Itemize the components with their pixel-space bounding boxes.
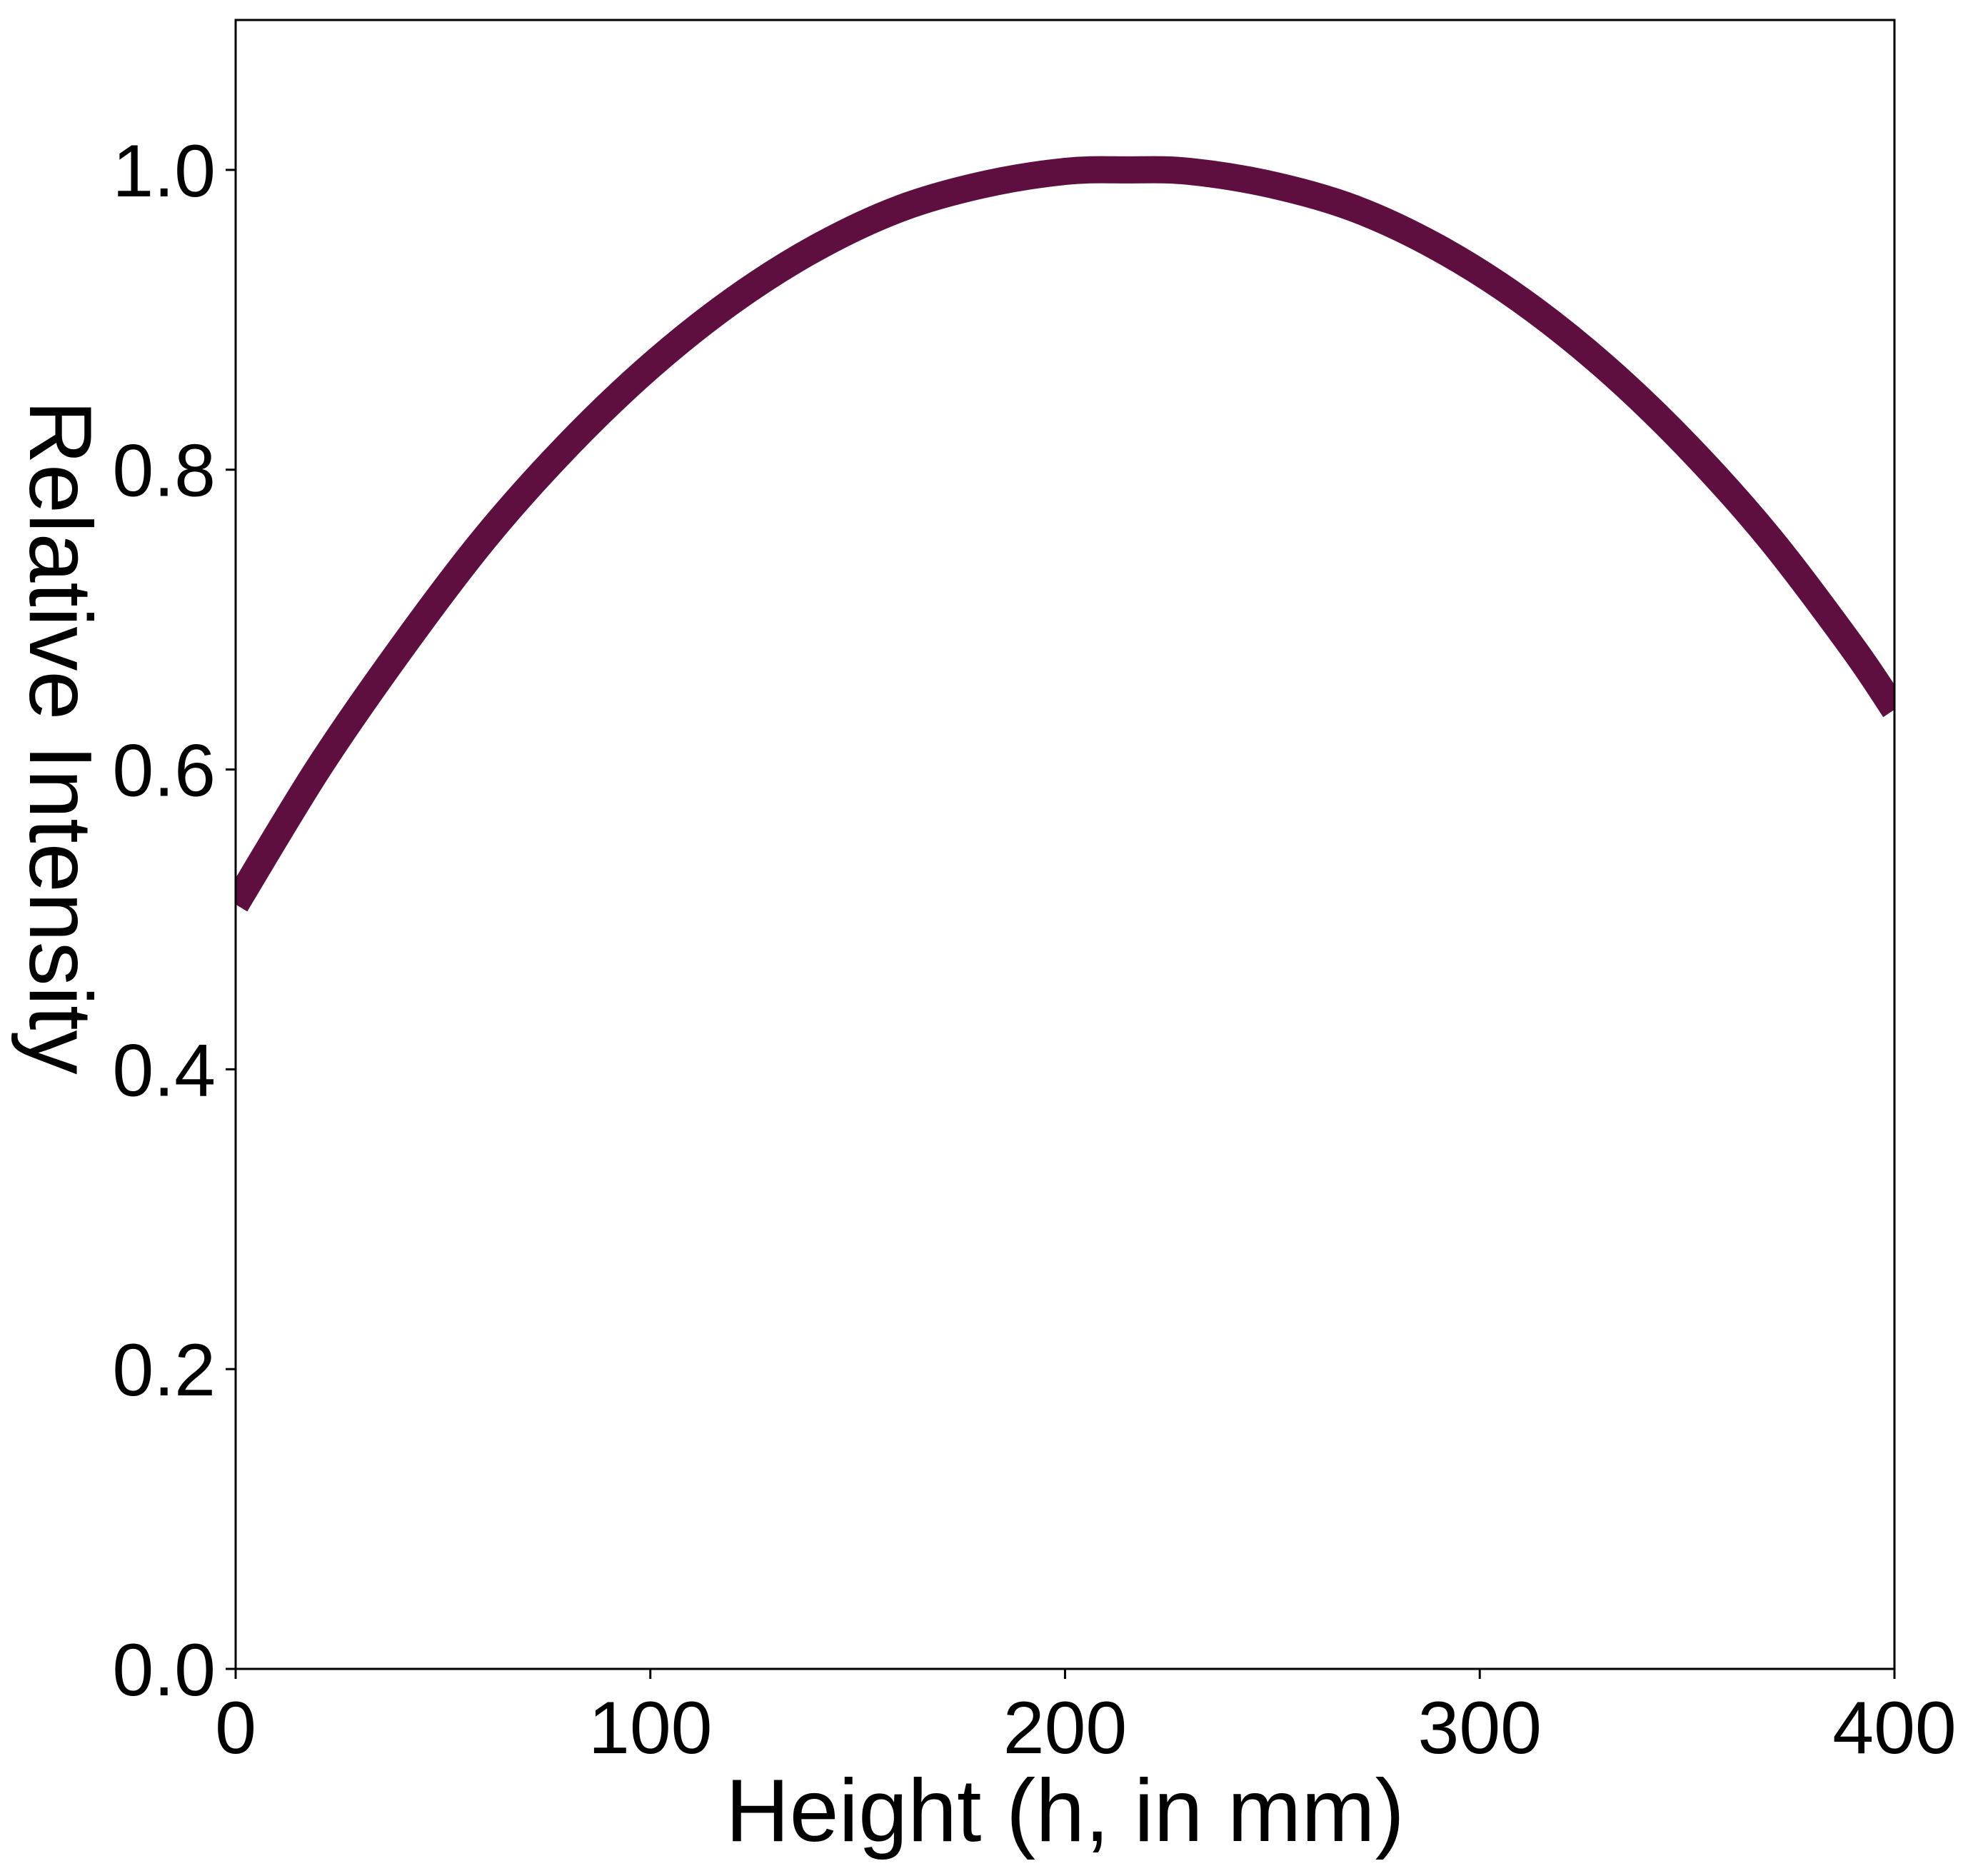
- y-tick-label: 0.2: [112, 1329, 216, 1412]
- y-tick-label: 0.0: [112, 1629, 216, 1712]
- y-axis: 0.0 0.2 0.4 0.6 0.8 1.0: [112, 130, 236, 1712]
- y-tick-label: 0.4: [112, 1029, 216, 1112]
- plot-frame: [234, 19, 1896, 1670]
- x-tick-label: 100: [588, 1687, 713, 1770]
- x-tick-label: 400: [1832, 1687, 1957, 1770]
- y-axis-label: Relative Intensity: [11, 400, 109, 1074]
- x-axis-label: Height (h, in mm): [726, 1762, 1405, 1860]
- plot-area: [236, 156, 1894, 912]
- x-axis: 0 100 200 300 400: [215, 1669, 1957, 1770]
- y-tick-label: 1.0: [112, 130, 216, 213]
- series-line-0: [236, 156, 1894, 912]
- x-tick-label: 0: [215, 1687, 256, 1770]
- x-tick-label: 300: [1417, 1687, 1542, 1770]
- y-tick-label: 0.6: [112, 730, 216, 813]
- y-tick-label: 0.8: [112, 430, 216, 513]
- x-tick-label: 200: [1003, 1687, 1128, 1770]
